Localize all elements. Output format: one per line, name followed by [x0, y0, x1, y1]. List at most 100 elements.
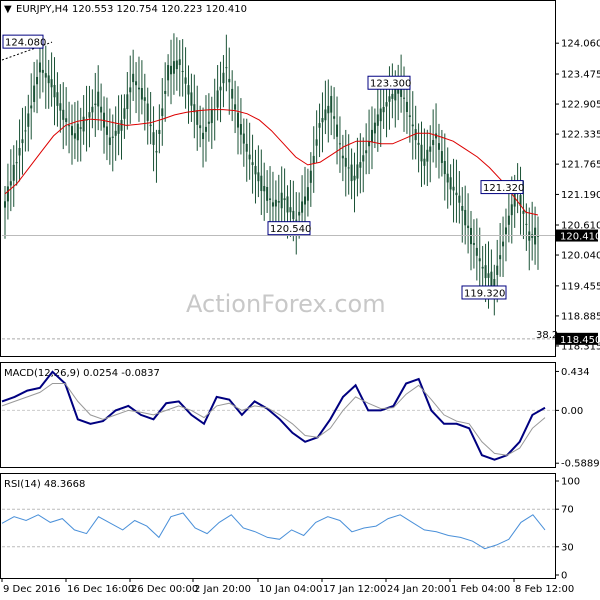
price-axis: 124.060 123.475 122.905 122.335 121.765 121.1…	[555, 39, 600, 352]
candle-body	[79, 127, 82, 129]
x-tick-label: 8 Feb 12:00	[515, 584, 574, 595]
candle-body	[475, 247, 478, 256]
candle-body	[4, 201, 6, 208]
candle-body	[33, 85, 36, 102]
candle-body	[490, 271, 493, 288]
candle-body	[274, 199, 277, 207]
candle-body	[318, 123, 321, 128]
rsi-panel-frame	[0, 473, 556, 579]
candle-body	[502, 241, 505, 247]
candle-body	[184, 77, 187, 84]
candle-body	[237, 112, 240, 128]
price-level-label: 121.320	[483, 183, 524, 194]
price-tick-label: 119.455	[561, 281, 600, 292]
candle-body	[504, 227, 507, 235]
candle-body	[199, 125, 202, 129]
current-price-label: 120.410	[560, 232, 600, 243]
candle-body	[365, 150, 368, 154]
price-tick-label: 120.610	[561, 220, 600, 231]
x-tick-label: 2 Jan 20:00	[194, 584, 251, 595]
candle-body	[388, 96, 391, 102]
price-tick-label: 121.190	[561, 190, 600, 201]
candle-body	[178, 59, 181, 66]
candle-body	[295, 219, 298, 221]
candle-body	[306, 187, 309, 201]
candle-body	[432, 140, 435, 146]
candle-body	[62, 109, 65, 120]
candle-body	[537, 235, 539, 237]
candle-body	[146, 103, 149, 121]
candle-body	[193, 104, 196, 113]
candle-body	[455, 192, 458, 196]
candle-body	[292, 210, 295, 220]
candle-body	[257, 172, 260, 182]
candle-body	[65, 118, 68, 123]
candle-body	[368, 141, 371, 147]
candle-body	[167, 65, 170, 81]
candle-body	[196, 110, 199, 125]
moving-average-line	[4, 109, 539, 216]
rsi-tick-label: 30	[561, 542, 574, 553]
rsi-tick-label: 0	[561, 571, 567, 582]
candle-body	[100, 106, 103, 113]
candle-body	[245, 143, 248, 152]
trend-line	[1, 41, 53, 61]
candle-body	[277, 200, 280, 203]
candle-body	[411, 124, 414, 127]
candle-body	[470, 227, 473, 245]
candle-body	[18, 147, 21, 156]
price-tick-label: 124.060	[561, 39, 600, 50]
candle-body	[254, 166, 257, 175]
candle-body	[289, 207, 292, 213]
candle-body	[143, 97, 146, 101]
candle-body	[347, 167, 350, 169]
candle-body	[464, 209, 467, 226]
candle-body	[429, 146, 432, 152]
candle-body	[181, 70, 184, 72]
candle-body	[88, 112, 91, 118]
price-panel-frame	[0, 0, 556, 357]
candle-body	[499, 255, 502, 260]
candle-body	[140, 88, 143, 100]
price-level-box	[367, 75, 411, 90]
x-tick-label: 24 Jan 20:00	[387, 584, 450, 595]
candle-body	[280, 192, 283, 209]
candle-body	[286, 196, 289, 213]
candle-body	[283, 198, 286, 201]
candle-body	[24, 130, 27, 132]
macd-tick-label: 0.434	[561, 367, 590, 378]
price-level-label: 123.300	[370, 79, 411, 90]
candle-body	[376, 114, 379, 126]
candle-body	[105, 126, 108, 135]
candle-body	[423, 158, 426, 166]
candle-body	[493, 279, 496, 288]
candle-body	[373, 122, 376, 134]
price-level-label: 120.540	[270, 224, 311, 235]
candle-body	[76, 123, 79, 141]
price-level-box	[461, 285, 507, 300]
candle-body	[152, 132, 155, 145]
candle-body	[510, 204, 513, 216]
price-level-label: 124.080	[5, 38, 46, 49]
candle-body	[164, 90, 167, 94]
candle-body	[231, 88, 234, 99]
candle-body	[359, 162, 362, 168]
candle-body	[44, 73, 47, 78]
watermark: ActionForex.com	[186, 290, 386, 318]
macd-tick-label: 0.00	[561, 406, 583, 417]
candle-body	[187, 85, 190, 95]
candle-body	[202, 132, 205, 140]
candle-body	[528, 231, 531, 241]
candle-body	[417, 142, 420, 145]
candle-body	[449, 177, 452, 190]
candle-body	[155, 151, 158, 153]
candle-body	[210, 109, 213, 124]
header-symbol: EURJPY,H4	[16, 4, 69, 15]
candle-body	[519, 195, 522, 206]
x-tick-label: 10 Jan 04:00	[259, 584, 322, 595]
rsi-axis: 100 70 30 0	[555, 477, 580, 582]
candle-body	[440, 151, 443, 163]
candle-body	[239, 124, 242, 135]
candle-body	[414, 129, 417, 141]
candle-body	[70, 126, 73, 136]
